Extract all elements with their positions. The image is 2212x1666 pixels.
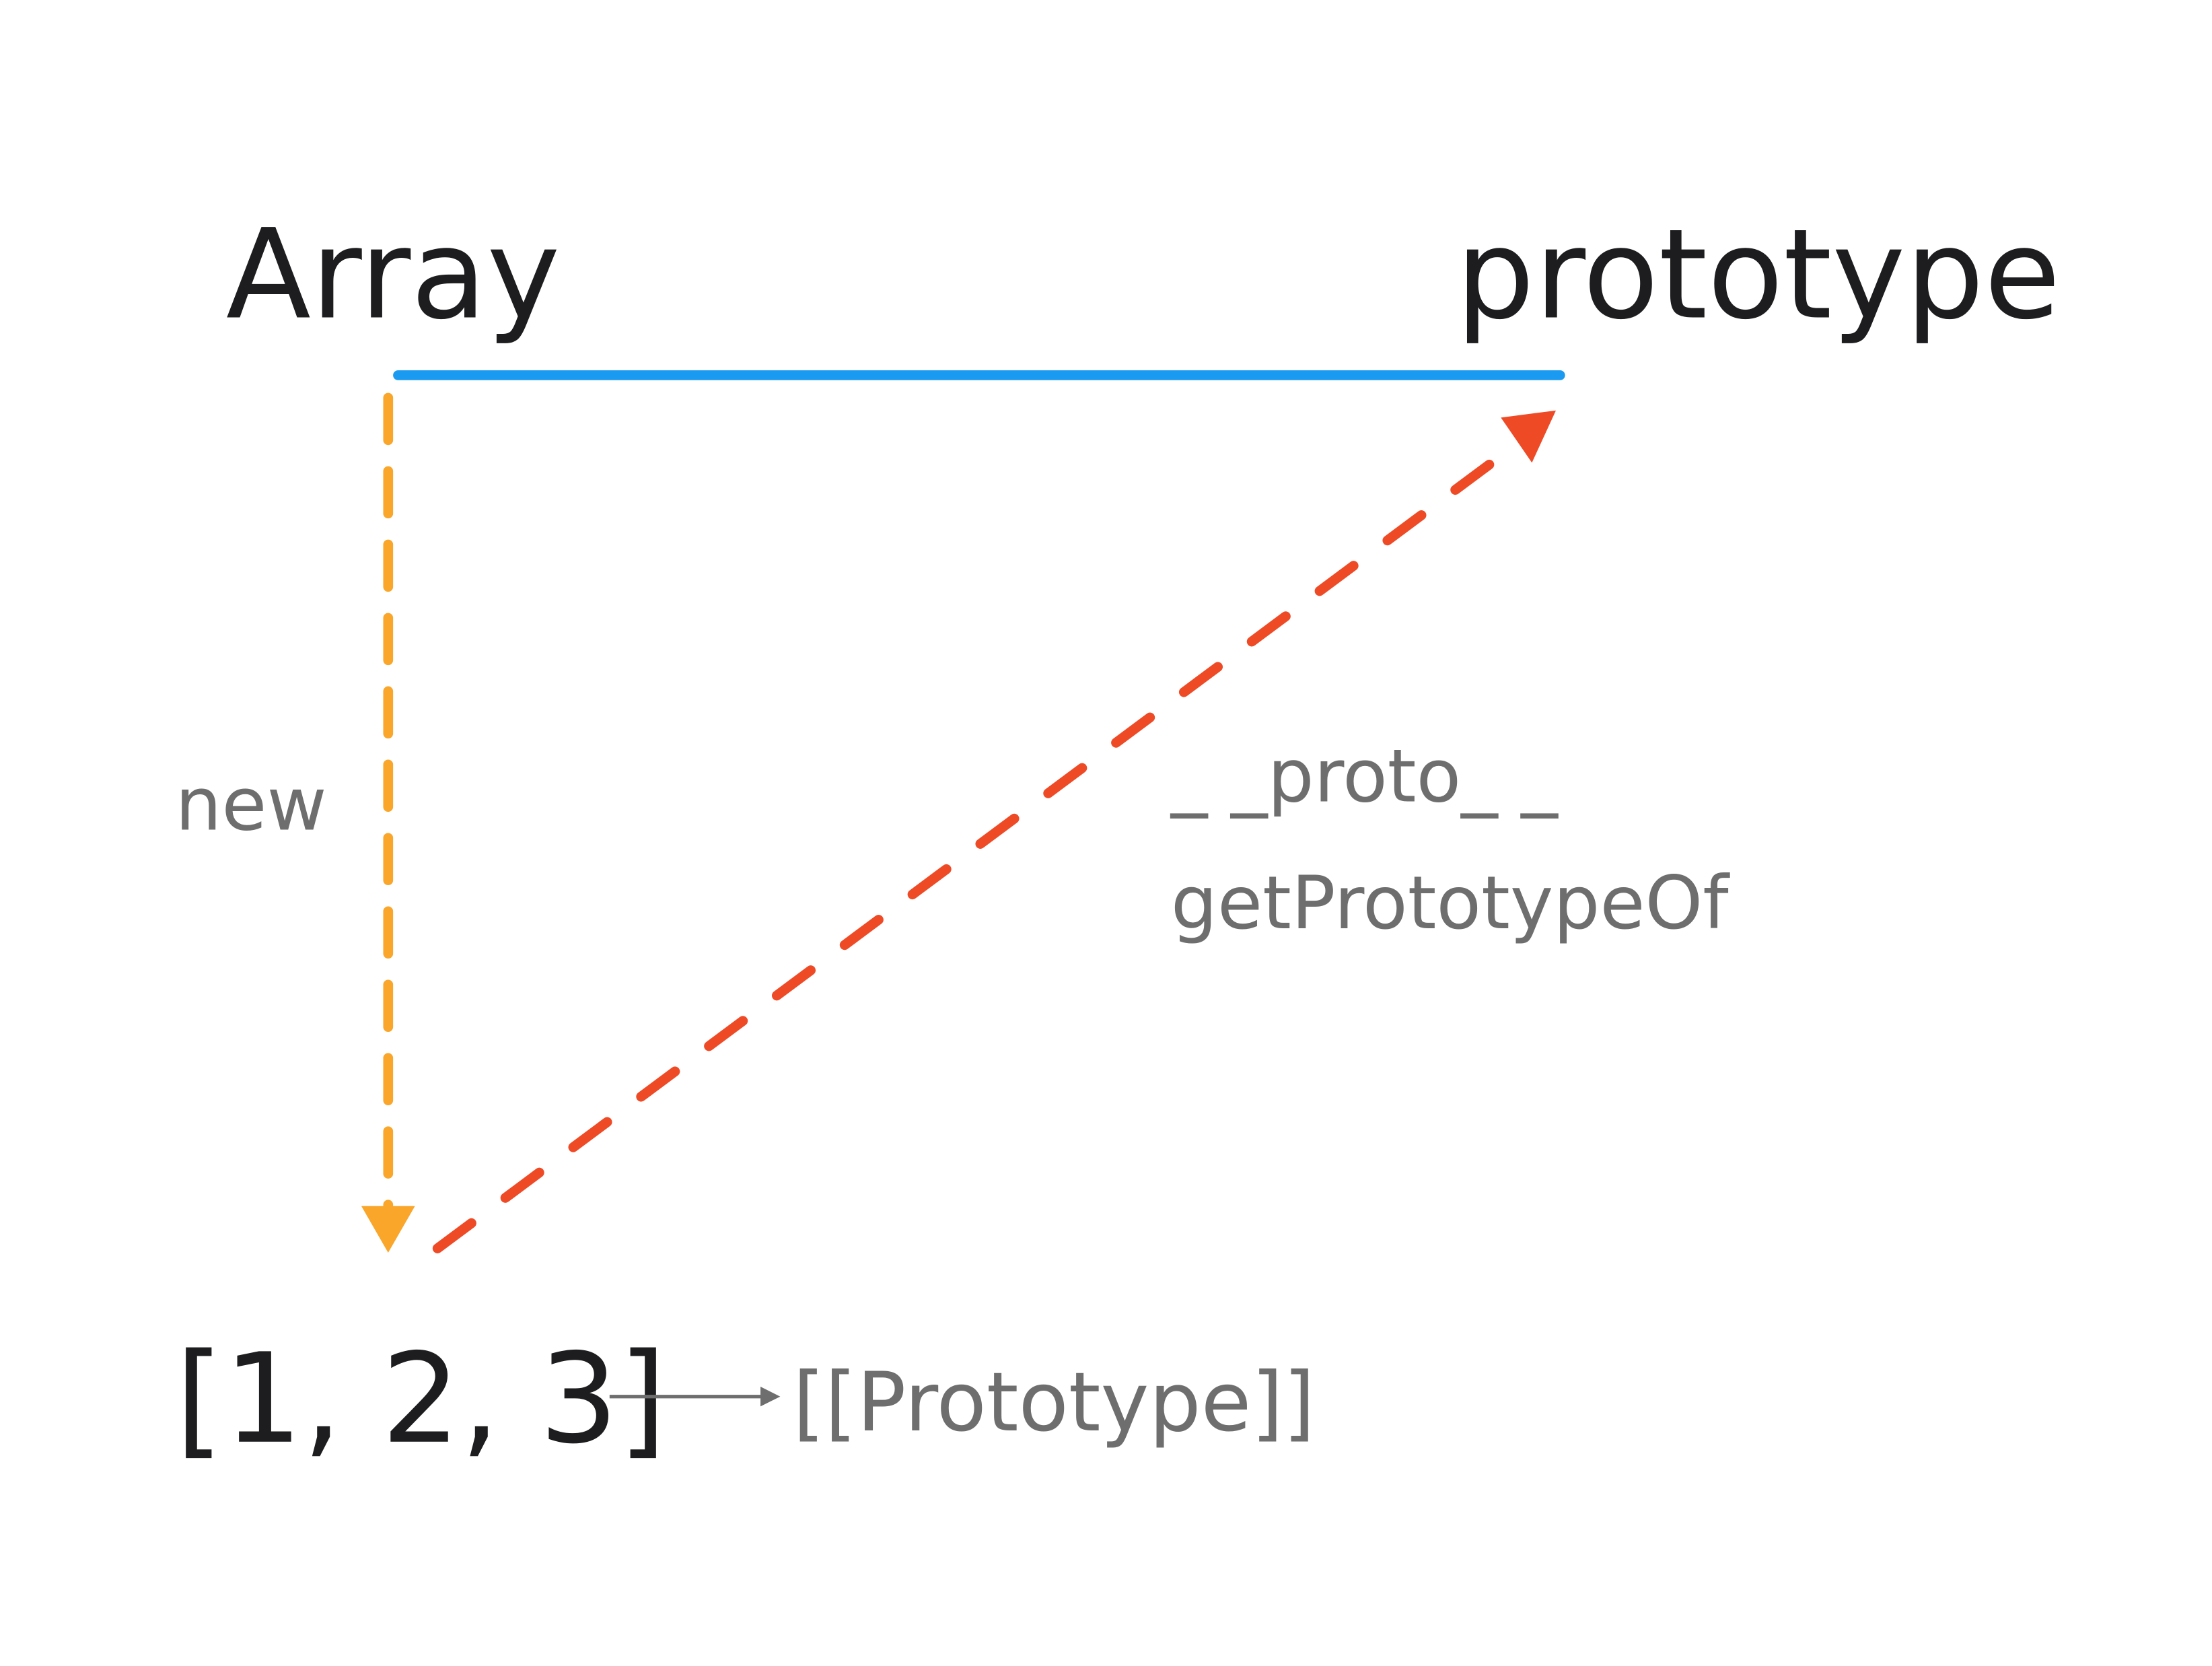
node-label: [[Prototype]]	[793, 1354, 1315, 1450]
node-label: [1, 2, 3]	[175, 1327, 666, 1471]
arrow-head	[760, 1387, 781, 1407]
edge-label: _ _proto_ _	[1170, 733, 1559, 819]
proto-arrow	[432, 439, 1522, 1254]
arrow-head	[361, 1206, 415, 1253]
node-label: prototype	[1456, 203, 2061, 347]
node-label: Array	[226, 203, 561, 347]
edge-label: getPrototypeOf	[1171, 860, 1730, 946]
arrow-head	[1501, 410, 1557, 463]
edge-label: new	[175, 761, 326, 847]
